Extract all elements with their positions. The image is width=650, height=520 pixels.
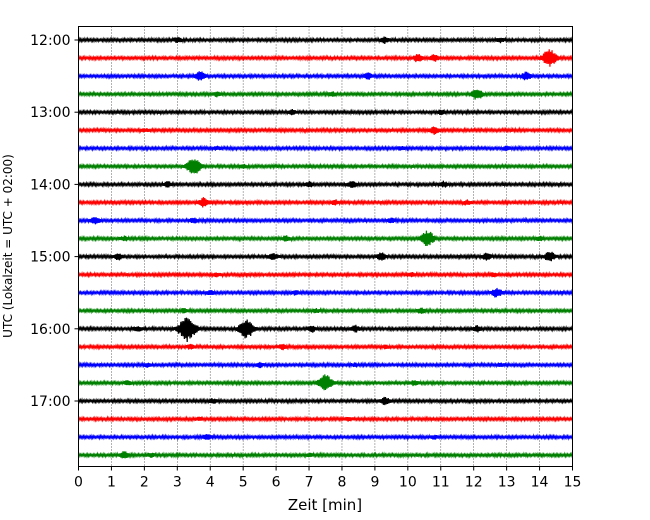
x-tick-label: 8 [338, 475, 347, 491]
trace-1300 [77, 108, 574, 117]
trace-1215 [77, 49, 574, 67]
trace-1400 [77, 180, 574, 189]
trace-1630 [77, 360, 574, 369]
x-tick-label: 7 [305, 475, 314, 491]
x-tick-label: 11 [432, 475, 450, 491]
y-tick-label: 12:00 [30, 33, 70, 49]
trace-1200 [77, 36, 574, 45]
y-tick-label: 16:00 [30, 322, 70, 338]
trace-1245 [77, 89, 574, 100]
y-tick-label: 15:00 [30, 250, 70, 266]
x-tick-label: 14 [531, 475, 549, 491]
y-tick-label: 14:00 [30, 177, 70, 193]
trace-1545 [77, 306, 574, 315]
y-axis-label: UTC (Lokalzeit = UTC + 02:00) [1, 154, 15, 338]
trace-1315 [77, 126, 574, 135]
y-tick-label: 13:00 [30, 105, 70, 121]
trace-1715 [77, 415, 574, 423]
x-tick-label: 12 [465, 475, 483, 491]
grid-lines [111, 26, 540, 467]
trace-1500 [77, 251, 574, 262]
trace-1530 [77, 287, 574, 298]
trace-1345 [77, 159, 574, 174]
seismogram-traces [77, 36, 574, 460]
x-axis-label: Zeit [min] [288, 496, 362, 514]
x-tick-label: 15 [564, 475, 582, 491]
x-tick-label: 4 [206, 475, 215, 491]
trace-1745 [77, 451, 574, 460]
y-tick-label: 17:00 [30, 394, 70, 410]
trace-1615 [77, 343, 574, 351]
trace-1230 [77, 71, 574, 81]
x-tick-label: 13 [498, 475, 516, 491]
trace-1330 [77, 144, 574, 153]
trace-1700 [77, 396, 574, 406]
x-tick-label: 5 [239, 475, 248, 491]
axis-ticks: 0 1 2 3 4 5 6 7 8 9 10 11 12 13 14 1512:0013:0014:0015:… [30, 33, 581, 491]
x-tick-label: 3 [173, 475, 182, 491]
x-tick-label: 1 [107, 475, 116, 491]
trace-1430 [77, 216, 574, 225]
x-tick-label: 2 [140, 475, 149, 491]
trace-1645 [77, 374, 574, 391]
trace-1445 [77, 230, 574, 247]
trace-1730 [77, 433, 574, 442]
trace-1600 [77, 317, 574, 342]
trace-1415 [77, 197, 574, 208]
x-tick-label: 9 [370, 475, 379, 491]
x-tick-label: 10 [399, 475, 417, 491]
trace-1515 [77, 270, 574, 279]
plot-frame [78, 26, 573, 467]
x-tick-label: 0 [74, 475, 83, 491]
x-tick-label: 6 [272, 475, 281, 491]
